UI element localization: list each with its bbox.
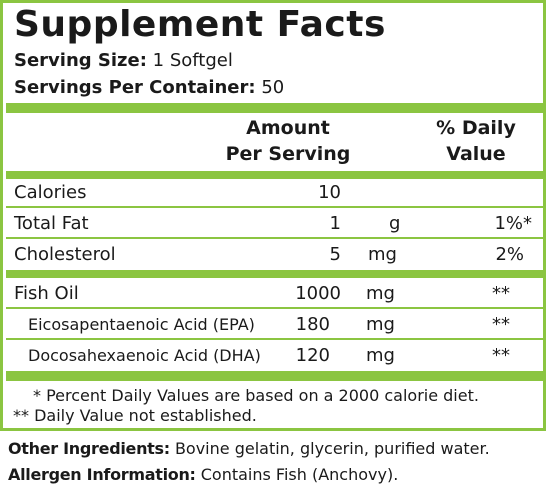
amount-header-line1: Amount <box>246 117 330 139</box>
nutrient-unit: mg <box>366 345 395 366</box>
other-ingredients: Other Ingredients: Bovine gelatin, glyce… <box>8 438 490 460</box>
daily-value-header-line1: % Daily <box>436 117 516 139</box>
nutrient-daily-value: 2% <box>495 244 524 265</box>
serving-size: Serving Size: 1 Softgel <box>14 50 233 72</box>
other-ingredients-value: Bovine gelatin, glycerin, purified water… <box>174 439 490 458</box>
daily-value-header-line2: Value <box>446 143 506 165</box>
nutrient-name: Calories <box>14 182 87 203</box>
allergen-information: Allergen Information: Contains Fish (Anc… <box>8 464 398 486</box>
table-row: Total Fat 1 g 1%* <box>6 208 546 239</box>
table-row: Docosahexaenoic Acid (DHA) 120 mg ** <box>6 340 546 371</box>
nutrient-unit: g <box>389 213 401 234</box>
amount-header-line2: Per Serving <box>225 143 351 165</box>
table-row: Cholesterol 5 mg 2% <box>6 239 546 270</box>
nutrient-amount: 1 <box>329 213 341 234</box>
divider-bar-middle <box>6 270 546 278</box>
nutrient-amount: 10 <box>318 182 341 203</box>
other-ingredients-label: Other Ingredients: <box>8 439 170 458</box>
divider-bar-top <box>6 103 546 113</box>
serving-size-value: 1 Softgel <box>152 50 233 71</box>
nutrient-amount: 180 <box>295 314 330 335</box>
nutrient-daily-value: ** <box>492 283 510 304</box>
nutrient-amount: 120 <box>295 345 330 366</box>
nutrient-unit: mg <box>366 314 395 335</box>
nutrient-name: Total Fat <box>14 213 89 234</box>
nutrient-unit: mg <box>366 283 395 304</box>
nutrient-amount: 5 <box>329 244 341 265</box>
footnote-not-established: ** Daily Value not established. <box>13 406 257 425</box>
table-row: Eicosapentaenoic Acid (EPA) 180 mg ** <box>6 309 546 340</box>
nutrient-name: Docosahexaenoic Acid (DHA) <box>28 346 261 365</box>
allergen-information-label: Allergen Information: <box>8 465 196 484</box>
nutrient-daily-value: ** <box>492 345 510 366</box>
divider-bar-header <box>6 171 546 179</box>
nutrient-name: Fish Oil <box>14 283 79 304</box>
label-title: Supplement Facts <box>14 4 386 45</box>
divider-bar-bottom <box>6 371 546 381</box>
allergen-information-value: Contains Fish (Anchovy). <box>200 465 399 484</box>
servings-per-container: Servings Per Container: 50 <box>14 77 284 99</box>
servings-per-container-value: 50 <box>261 77 285 98</box>
nutrient-daily-value: ** <box>492 314 510 335</box>
supplement-facts-panel: Supplement Facts Serving Size: 1 Softgel… <box>0 0 546 431</box>
servings-per-container-label: Servings Per Container: <box>14 77 256 98</box>
nutrient-daily-value: 1%* <box>494 213 532 234</box>
nutrient-name: Cholesterol <box>14 244 116 265</box>
serving-size-label: Serving Size: <box>14 50 147 71</box>
footnote-daily-values: * Percent Daily Values are based on a 20… <box>33 386 479 405</box>
table-row: Calories 10 <box>6 177 546 208</box>
nutrient-unit: mg <box>368 244 397 265</box>
nutrient-amount: 1000 <box>295 283 341 304</box>
table-row: Fish Oil 1000 mg ** <box>6 278 546 309</box>
nutrient-name: Eicosapentaenoic Acid (EPA) <box>28 315 255 334</box>
